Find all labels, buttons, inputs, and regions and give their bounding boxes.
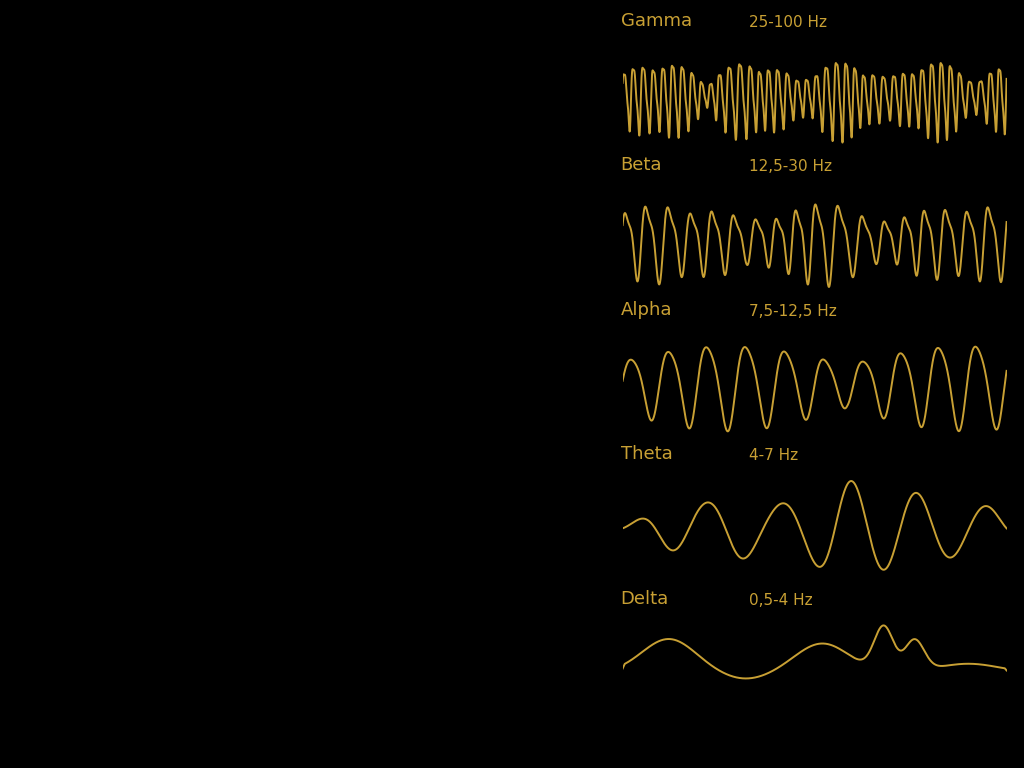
- Text: 7,5-12,5 Hz: 7,5-12,5 Hz: [750, 304, 837, 319]
- Text: 25-100 Hz: 25-100 Hz: [750, 15, 827, 30]
- Text: Delta: Delta: [621, 590, 669, 607]
- Text: 12,5-30 Hz: 12,5-30 Hz: [750, 160, 833, 174]
- Text: 0,5-4 Hz: 0,5-4 Hz: [750, 593, 813, 607]
- Text: Theta: Theta: [621, 445, 673, 463]
- Text: 4-7 Hz: 4-7 Hz: [750, 449, 799, 463]
- Text: Alpha: Alpha: [621, 301, 672, 319]
- Text: Beta: Beta: [621, 157, 663, 174]
- Text: Gamma: Gamma: [621, 12, 692, 30]
